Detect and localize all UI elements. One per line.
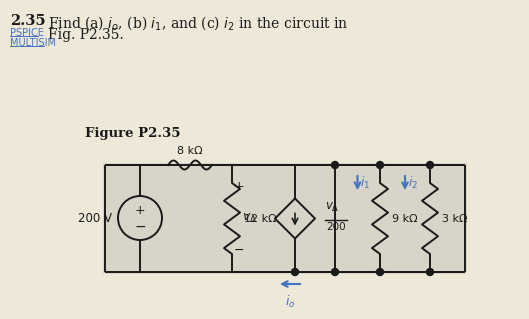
Circle shape <box>377 269 384 276</box>
Text: Fig. P2.35.: Fig. P2.35. <box>48 28 124 42</box>
Circle shape <box>377 161 384 168</box>
Text: −: − <box>134 220 146 234</box>
Circle shape <box>332 269 339 276</box>
Text: 200 V: 200 V <box>78 211 112 225</box>
Text: 8 kΩ: 8 kΩ <box>177 145 203 155</box>
Text: MULTISIM: MULTISIM <box>10 38 56 48</box>
Text: +: + <box>234 181 244 194</box>
Circle shape <box>291 269 298 276</box>
Bar <box>103 163 467 274</box>
Text: 3 kΩ: 3 kΩ <box>442 213 468 224</box>
Text: $i_2$: $i_2$ <box>408 175 418 191</box>
Text: 2.35: 2.35 <box>10 14 45 28</box>
Text: $i_o$: $i_o$ <box>285 294 295 310</box>
Circle shape <box>426 161 433 168</box>
Text: PSPICE: PSPICE <box>10 28 44 38</box>
Text: Figure P2.35: Figure P2.35 <box>85 127 180 140</box>
Text: $v_\Delta$: $v_\Delta$ <box>325 201 340 214</box>
Text: −: − <box>234 243 244 256</box>
Circle shape <box>426 269 433 276</box>
Text: +: + <box>135 204 145 217</box>
Text: 12 kΩ: 12 kΩ <box>244 213 277 224</box>
Text: Find (a) $i_o$, (b) $i_1$, and (c) $i_2$ in the circuit in: Find (a) $i_o$, (b) $i_1$, and (c) $i_2$… <box>48 14 349 32</box>
Text: $i_1$: $i_1$ <box>360 175 371 191</box>
Text: 9 kΩ: 9 kΩ <box>392 213 417 224</box>
Text: $v_\Delta$: $v_\Delta$ <box>242 212 257 225</box>
Circle shape <box>332 161 339 168</box>
Text: 200: 200 <box>326 222 346 233</box>
